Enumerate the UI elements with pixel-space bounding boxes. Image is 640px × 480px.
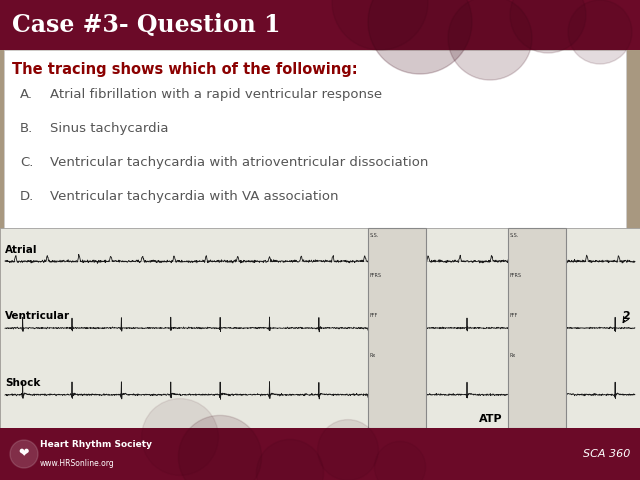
FancyBboxPatch shape	[368, 228, 426, 428]
Text: SCA 360: SCA 360	[582, 449, 630, 459]
Text: FFF: FFF	[370, 313, 378, 318]
Text: ATP: ATP	[479, 414, 503, 424]
FancyBboxPatch shape	[0, 0, 640, 50]
Circle shape	[568, 0, 632, 64]
FancyBboxPatch shape	[508, 228, 566, 428]
Text: Rx: Rx	[510, 353, 516, 358]
Text: www.HRSonline.org: www.HRSonline.org	[40, 459, 115, 468]
Text: Sinus tachycardia: Sinus tachycardia	[50, 122, 168, 135]
Circle shape	[448, 0, 532, 80]
Text: Rx: Rx	[370, 353, 376, 358]
Circle shape	[179, 415, 262, 480]
Text: 2: 2	[622, 311, 630, 321]
FancyBboxPatch shape	[4, 50, 626, 228]
Text: S.S.: S.S.	[510, 233, 519, 238]
Text: Ventricular tachycardia with atrioventricular dissociation: Ventricular tachycardia with atrioventri…	[50, 156, 428, 169]
Circle shape	[332, 0, 428, 50]
FancyBboxPatch shape	[626, 50, 640, 228]
Circle shape	[510, 0, 586, 53]
Text: Heart Rhythm Society: Heart Rhythm Society	[40, 440, 152, 449]
Text: ❤: ❤	[19, 447, 29, 460]
Text: B.: B.	[20, 122, 33, 135]
Text: Ventricular tachycardia with VA association: Ventricular tachycardia with VA associat…	[50, 190, 339, 203]
Text: FFF: FFF	[510, 313, 518, 318]
Text: Case #3- Question 1: Case #3- Question 1	[12, 13, 280, 37]
Circle shape	[374, 442, 426, 480]
Circle shape	[317, 420, 378, 480]
Text: FFRS: FFRS	[510, 273, 522, 278]
Text: The tracing shows which of the following:: The tracing shows which of the following…	[12, 62, 358, 77]
Text: A.: A.	[20, 88, 33, 101]
Text: C.: C.	[20, 156, 33, 169]
Text: Atrial: Atrial	[5, 245, 38, 255]
FancyBboxPatch shape	[0, 228, 640, 428]
Circle shape	[141, 398, 218, 475]
Circle shape	[10, 440, 38, 468]
Text: FFRS: FFRS	[370, 273, 382, 278]
Text: S.S.: S.S.	[370, 233, 380, 238]
Text: Atrial fibrillation with a rapid ventricular response: Atrial fibrillation with a rapid ventric…	[50, 88, 382, 101]
Text: D.: D.	[20, 190, 35, 203]
Circle shape	[257, 439, 324, 480]
Text: Ventricular: Ventricular	[5, 312, 70, 321]
Circle shape	[368, 0, 472, 74]
Text: Shock: Shock	[5, 378, 40, 388]
FancyBboxPatch shape	[0, 428, 640, 480]
